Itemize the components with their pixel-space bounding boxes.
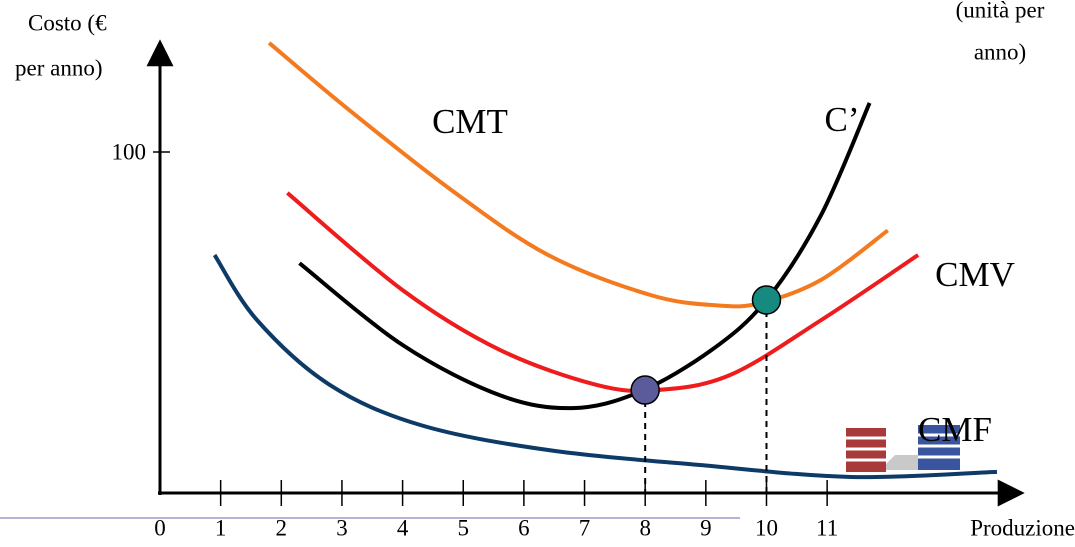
x-tick-label: 11 <box>816 515 838 540</box>
unit-label: (unità per <box>956 0 1045 22</box>
x-tick-label: 8 <box>639 515 651 540</box>
y-axis-label: Costo (€ <box>28 10 107 35</box>
x-tick-label: 10 <box>755 515 778 540</box>
x-tick-label: 1 <box>215 515 227 540</box>
building-icon <box>846 425 960 472</box>
marker <box>751 285 782 315</box>
y-tick-label: 100 <box>112 139 147 164</box>
x-tick-label: 7 <box>579 515 591 540</box>
x-tick-label: 5 <box>457 515 469 540</box>
series-line <box>298 102 872 411</box>
series-label: C’ <box>825 100 860 139</box>
series-label: CMV <box>935 255 1015 294</box>
series-line <box>212 253 998 480</box>
x-axis-label: Produzione <box>970 515 1075 540</box>
x-tick-label: 0 <box>154 515 166 540</box>
x-tick-label: 4 <box>397 515 409 540</box>
x-tick-label: 9 <box>700 515 712 540</box>
y-axis-label: per anno) <box>15 55 103 80</box>
series-line <box>286 191 920 393</box>
series-label: CMF <box>918 410 992 449</box>
unit-label: anno) <box>974 39 1026 64</box>
series-line <box>267 41 889 309</box>
x-tick-label: 2 <box>276 515 288 540</box>
x-tick-label: 6 <box>518 515 530 540</box>
marker <box>630 375 660 405</box>
series-label: CMT <box>432 102 508 141</box>
x-tick-label: 3 <box>336 515 348 540</box>
